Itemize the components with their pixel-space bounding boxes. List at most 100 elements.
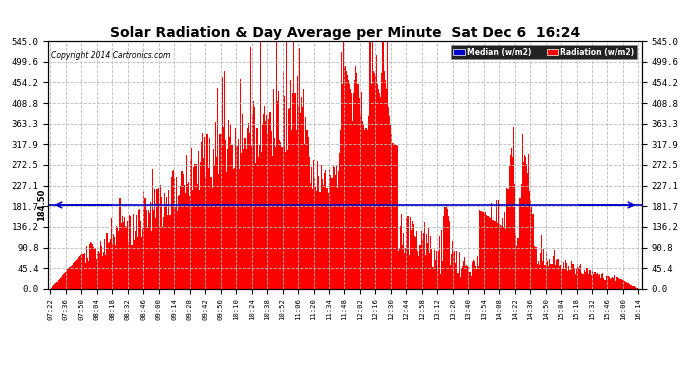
Bar [618,278,620,289]
Bar [603,278,604,289]
Bar [564,269,565,289]
Bar [359,114,361,289]
Bar [349,84,350,289]
Bar [487,216,488,289]
Bar [446,209,448,289]
Bar [206,135,208,289]
Bar [584,272,586,289]
Bar [178,196,179,289]
Bar [321,165,322,289]
Bar [460,277,461,289]
Bar [605,280,607,289]
Bar [376,55,377,289]
Bar [509,166,510,289]
Bar [174,179,175,289]
Bar [92,244,93,289]
Bar [318,176,319,289]
Bar [459,252,460,289]
Bar [282,70,284,289]
Bar [630,285,631,289]
Bar [439,237,440,289]
Bar [431,249,433,289]
Bar [142,229,144,289]
Bar [625,282,626,289]
Bar [492,219,493,289]
Bar [466,265,467,289]
Bar [533,246,535,289]
Bar [411,230,412,289]
Bar [586,268,588,289]
Bar [354,80,355,289]
Bar [335,175,336,289]
Bar [336,165,337,289]
Bar [514,184,515,289]
Bar [355,66,357,289]
Bar [325,170,326,289]
Text: 184.50: 184.50 [37,189,46,221]
Bar [571,264,573,289]
Bar [493,220,495,289]
Bar [167,216,168,289]
Bar [234,168,235,289]
Bar [500,225,501,289]
Bar [185,193,186,289]
Bar [108,242,110,289]
Bar [340,130,341,289]
Bar [465,266,466,289]
Bar [204,136,206,289]
Bar [422,241,423,289]
Bar [63,274,64,289]
Bar [367,130,368,289]
Bar [486,215,487,289]
Bar [467,266,469,289]
Bar [614,275,615,289]
Bar [257,157,259,289]
Bar [242,114,244,289]
Bar [622,280,624,289]
Bar [404,253,405,289]
Bar [184,185,185,289]
Bar [452,241,453,289]
Bar [299,48,300,289]
Bar [146,210,147,289]
Bar [131,245,132,289]
Bar [180,186,181,289]
Bar [249,133,250,289]
Bar [75,261,76,289]
Bar [403,233,404,289]
Bar [577,264,578,289]
Bar [341,53,342,289]
Bar [569,270,571,289]
Bar [428,228,429,289]
Bar [153,210,155,289]
Bar [374,73,375,289]
Bar [199,189,200,289]
Bar [475,266,476,289]
Bar [610,279,611,289]
Bar [397,252,399,289]
Bar [372,41,373,289]
Bar [132,214,134,289]
Bar [544,266,546,289]
Bar [538,261,539,289]
Bar [244,138,246,289]
Bar [364,130,365,289]
Bar [582,274,584,289]
Bar [553,256,554,289]
Bar [380,97,382,289]
Bar [172,170,174,289]
Bar [482,212,484,289]
Bar [597,273,598,289]
Bar [338,171,339,289]
Bar [306,130,308,289]
Bar [163,217,164,289]
Bar [415,237,416,289]
Bar [352,121,353,289]
Bar [382,41,384,289]
Bar [351,93,352,289]
Bar [202,132,203,289]
Bar [264,106,265,289]
Bar [417,251,418,289]
Bar [476,269,477,289]
Bar [539,265,540,289]
